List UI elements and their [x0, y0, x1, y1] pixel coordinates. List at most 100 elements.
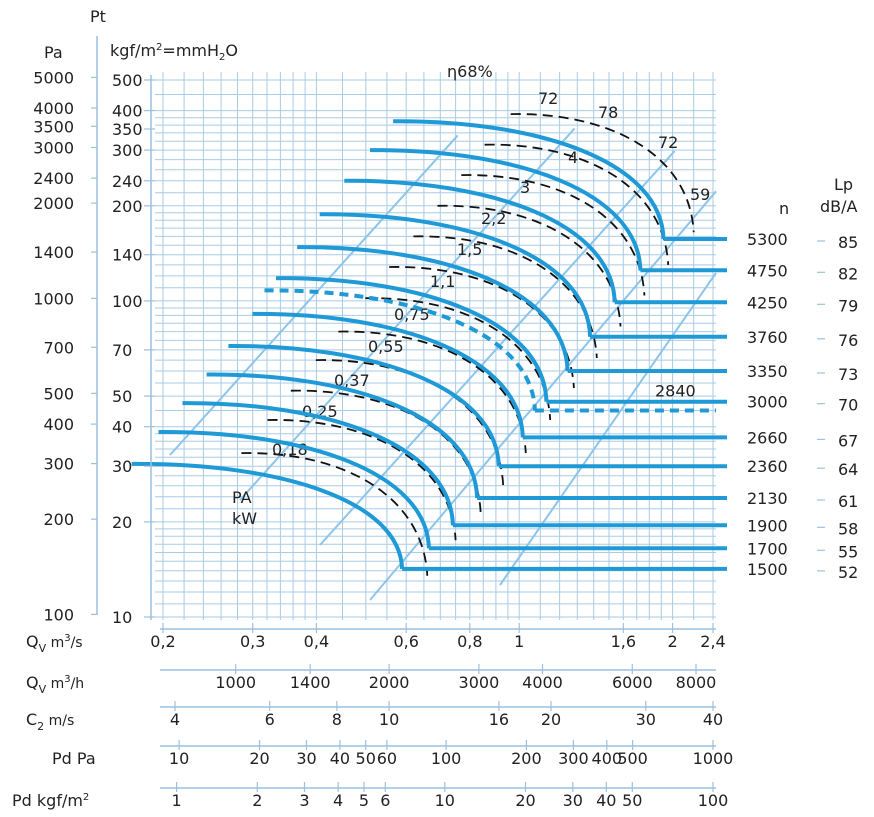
efficiency-label: 78 — [598, 103, 618, 122]
pt-label: Pt — [90, 7, 106, 26]
x-tick-label: 2000 — [369, 673, 410, 692]
x-tick-label: 2 — [252, 791, 262, 810]
kgf-tick-label: 350 — [112, 120, 143, 139]
x-tick-label: 30 — [296, 749, 316, 768]
x-tick-label: 1 — [172, 791, 182, 810]
x-tick-label: 1000 — [693, 749, 734, 768]
pa-tick-label: 400 — [43, 415, 74, 434]
x-scale-label-4: Pd kgf/m2 — [12, 791, 89, 810]
speed-curve-3350 — [297, 245, 570, 372]
speed-label: 4250 — [747, 293, 788, 312]
speed-curve-3760 — [319, 212, 593, 337]
x-tick-label: 3000 — [459, 673, 500, 692]
x-tick-label: 1000 — [215, 673, 256, 692]
speed-curve-4250 — [344, 178, 617, 303]
power-label: 0,37 — [334, 371, 370, 390]
efficiency-ray — [239, 127, 576, 501]
x-tick-label: 1,6 — [611, 632, 636, 651]
power-curve — [389, 266, 575, 389]
noise-header-lp: Lp — [834, 175, 853, 194]
x-tick-label: 10 — [379, 710, 399, 729]
speed-label: 3350 — [747, 362, 788, 381]
x-scale-label-0: QV m3/s — [26, 632, 83, 655]
noise-label: 76 — [838, 331, 858, 350]
x-tick-label: 8 — [332, 710, 342, 729]
x-tick-label: 500 — [617, 749, 648, 768]
power-curve — [413, 235, 598, 359]
x-tick-label: 1400 — [290, 673, 331, 692]
x-tick-label: 5 — [359, 791, 369, 810]
power-label: 4 — [568, 148, 578, 167]
speed-curve-2130 — [206, 372, 480, 499]
noise-label: 55 — [838, 542, 858, 561]
speed-label: 5300 — [747, 230, 788, 249]
power-axis-label-pa: PA — [232, 488, 252, 507]
noise-label: 58 — [838, 519, 858, 538]
power-curve — [338, 330, 527, 454]
pa-tick-label: 500 — [43, 384, 74, 403]
speed-label: 3760 — [747, 328, 788, 347]
x-tick-label: 20 — [249, 749, 269, 768]
x-tick-label: 4 — [170, 710, 180, 729]
kgf-tick-label: 300 — [112, 141, 143, 160]
kgf-tick-label: 10 — [112, 608, 132, 627]
pa-tick-label: 700 — [43, 338, 74, 357]
x-scale-label-2: C2 m/s — [26, 710, 74, 733]
x-tick-label: 10 — [435, 791, 455, 810]
pa-tick-label: 2400 — [33, 169, 74, 188]
kgf-tick-label: 100 — [112, 292, 143, 311]
noise-label: 61 — [838, 492, 858, 511]
x-tick-label: 60 — [377, 749, 397, 768]
pa-tick-label: 2000 — [33, 194, 74, 213]
x-tick-label: 3 — [299, 791, 309, 810]
kgf-tick-label: 240 — [112, 172, 143, 191]
x-tick-label: 6 — [265, 710, 275, 729]
power-label: 1,5 — [457, 240, 482, 259]
x-tick-label: 0,3 — [240, 632, 265, 651]
pa-tick-label: 4000 — [33, 99, 74, 118]
noise-label: 64 — [838, 460, 858, 479]
x-tick-label: 2 — [668, 632, 678, 651]
x-tick-label: 4 — [333, 791, 343, 810]
speed-label-dashed: 2840 — [655, 382, 696, 401]
x-tick-label: 20 — [541, 710, 561, 729]
noise-label: 82 — [838, 264, 858, 283]
pa-tick-label: 3500 — [33, 117, 74, 136]
x-tick-label: 200 — [511, 749, 542, 768]
power-curve — [241, 452, 429, 576]
speed-curve-1900 — [182, 401, 455, 526]
speed-curve-4750 — [369, 148, 643, 271]
efficiency-label: η68% — [447, 62, 493, 81]
speed-label: 2360 — [747, 457, 788, 476]
kgf-tick-label: 20 — [112, 513, 132, 532]
x-scale-label-3: Pd Pa — [52, 749, 96, 768]
pa-tick-label: 1400 — [33, 243, 74, 262]
speed-curves: 1500 52 1700 55 1900 58 2130 61 2360 64 2660 67 3000… — [131, 119, 858, 582]
power-curve — [510, 113, 695, 233]
pa-tick-label: 300 — [43, 455, 74, 474]
pa-axis-label: Pa — [44, 43, 63, 62]
efficiency-label: 72 — [658, 133, 678, 152]
speed-label: 4750 — [747, 261, 788, 280]
x-tick-label: 10 — [169, 749, 189, 768]
speed-curve-2840 — [264, 288, 537, 411]
x-tick-label: 50 — [356, 749, 376, 768]
x-tick-label: 8000 — [676, 673, 717, 692]
chart-axes: 500 400 350 300 240 200 1 40 100 70 50 40 30 20 10 500 0… — [12, 36, 733, 810]
x-tick-label: 4000 — [522, 673, 563, 692]
x-tick-label: 40 — [330, 749, 350, 768]
x-tick-label: 0,4 — [304, 632, 329, 651]
x-tick-label: 30 — [563, 791, 583, 810]
kgf-tick-label: 70 — [112, 341, 132, 360]
x-tick-label: 100 — [698, 791, 729, 810]
x-tick-label: 1 — [514, 632, 524, 651]
speed-label: 1900 — [747, 516, 788, 535]
power-curve — [267, 419, 457, 541]
x-tick-label: 40 — [703, 710, 723, 729]
power-label: 1,1 — [430, 272, 455, 291]
power-label: 3 — [520, 178, 530, 197]
x-tick-label: 30 — [636, 710, 656, 729]
x-tick-label: 2,4 — [700, 632, 725, 651]
x-scale-label-1: QV m3/h — [26, 673, 84, 696]
